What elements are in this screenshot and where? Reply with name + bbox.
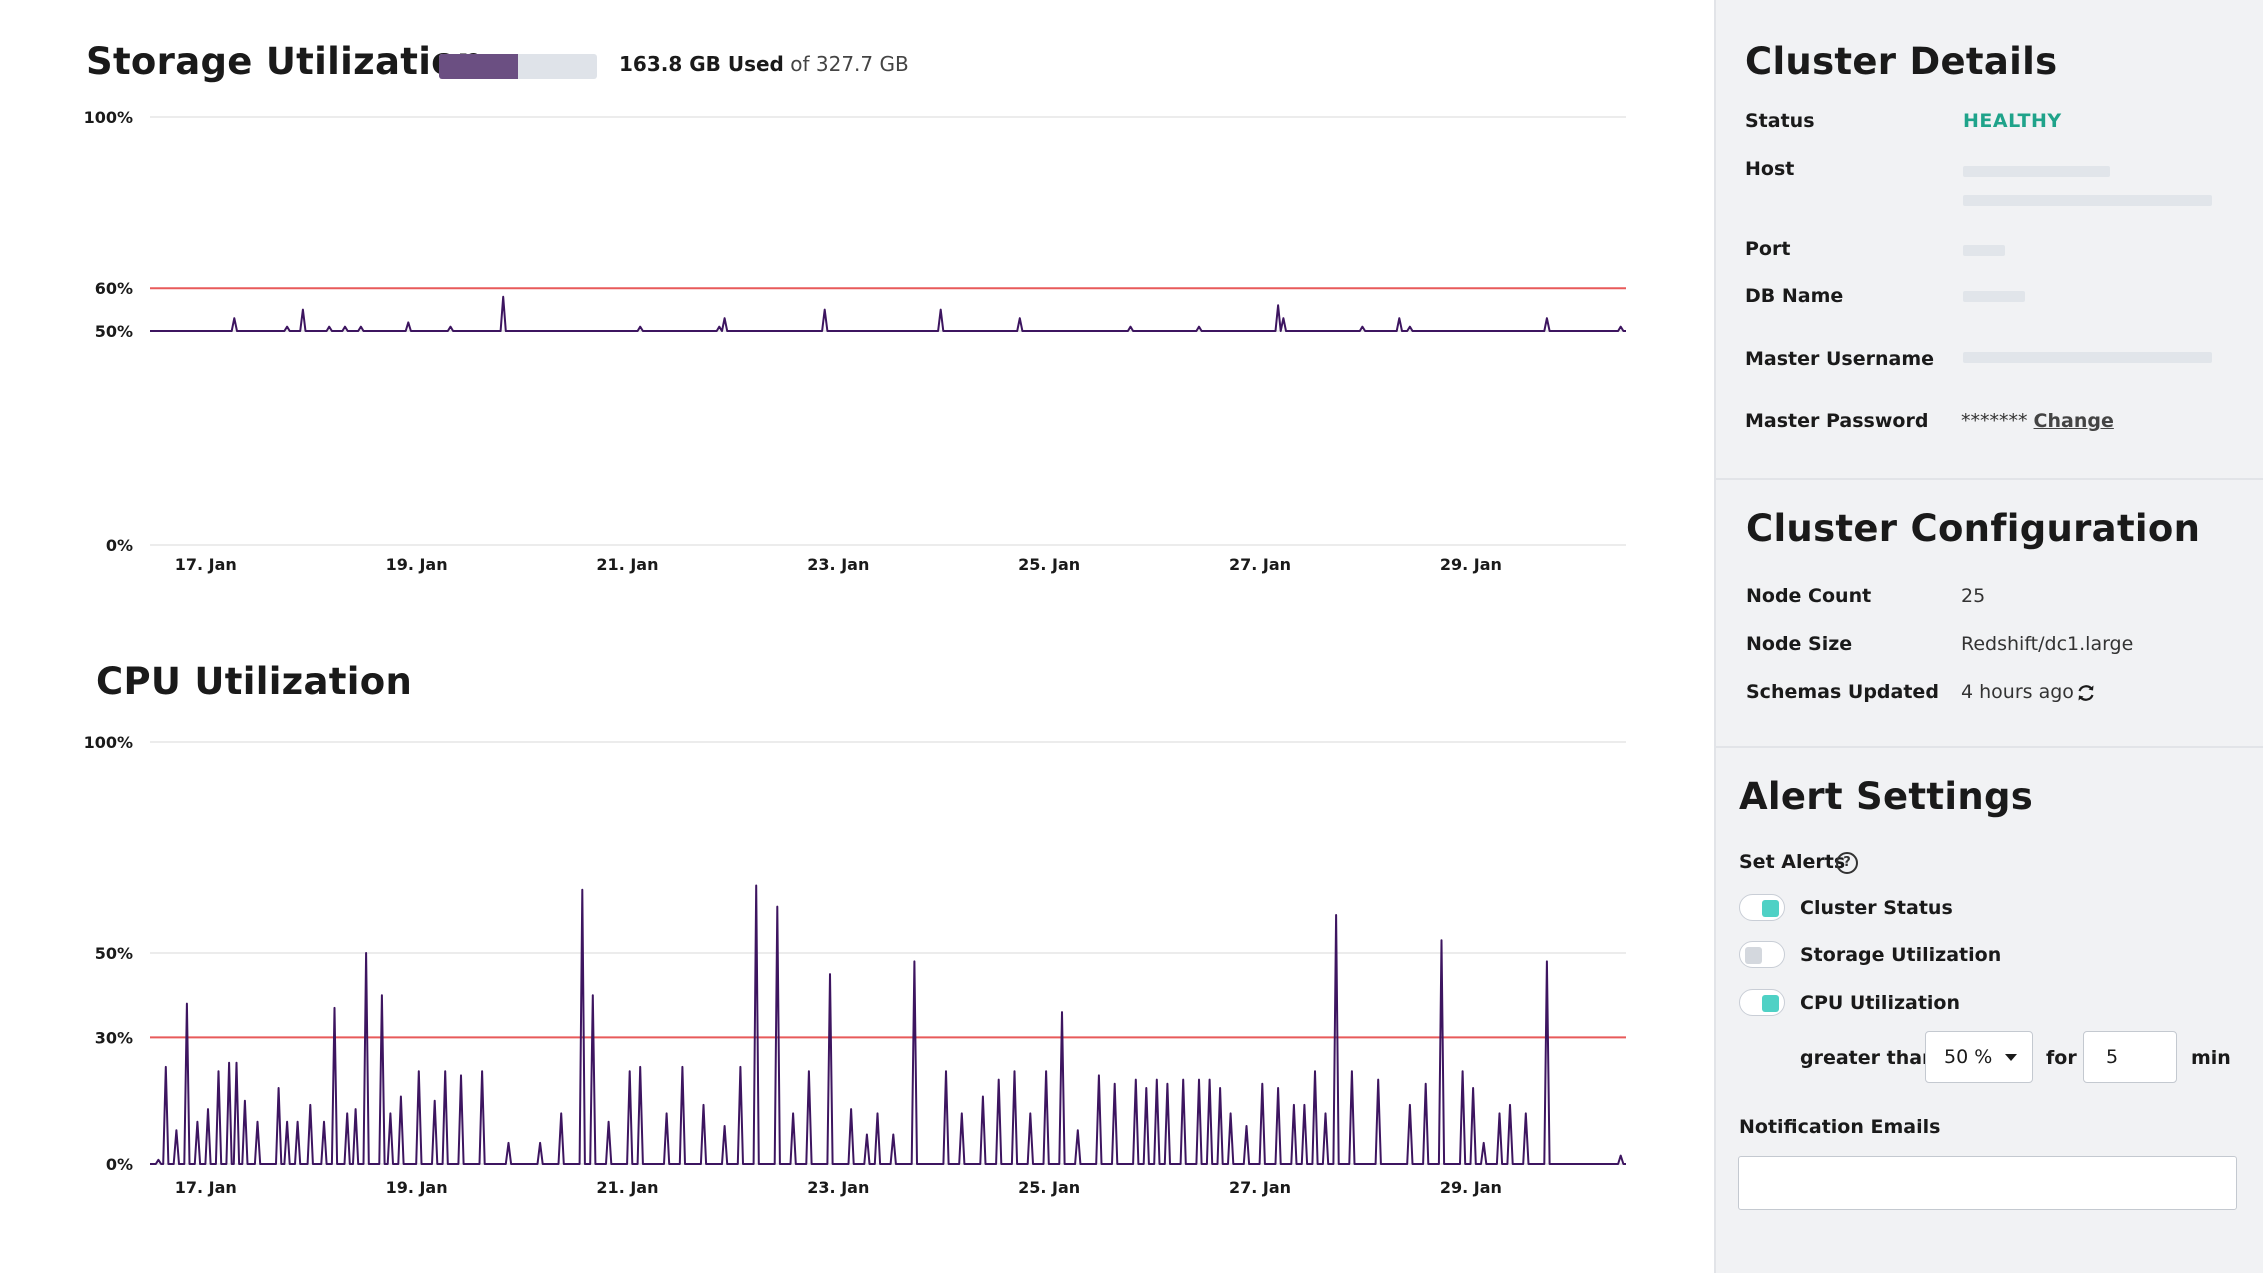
storage-gauge [439, 54, 597, 79]
change-password-link[interactable]: Change [2033, 410, 2114, 432]
x-tick-label: 17. Jan [175, 1178, 237, 1197]
x-tick-label: 25. Jan [1018, 555, 1080, 574]
storage-usage-text: 163.8 GB Used of 327.7 GB [619, 52, 909, 76]
y-tick-label: 30% [95, 1028, 133, 1047]
x-tick-label: 19. Jan [386, 1178, 448, 1197]
toggle-knob [1762, 995, 1779, 1012]
x-tick-label: 29. Jan [1440, 1178, 1502, 1197]
threshold-select[interactable]: 50 % [1925, 1031, 2033, 1083]
password-mask: ******* [1961, 410, 2028, 432]
storage-total: of 327.7 GB [790, 52, 909, 76]
host-value-placeholder [1963, 166, 2110, 177]
cluster-status-label: Cluster Status [1800, 897, 1953, 919]
refresh-icon[interactable] [2075, 682, 2097, 704]
storage-chart: 0% 50% 60% 100% 17. Jan 19. Jan 21. Jan 23. Jan… [84, 108, 1626, 574]
storage-gauge-fill [439, 54, 518, 79]
chevron-down-icon [2005, 1054, 2017, 1061]
cluster-details-title: Cluster Details [1745, 40, 2058, 83]
toggle-knob [1745, 947, 1762, 964]
cluster-config-title: Cluster Configuration [1746, 507, 2201, 550]
y-tick-label: 0% [106, 536, 133, 555]
section-divider [1714, 746, 2263, 748]
x-tick-label: 23. Jan [807, 555, 869, 574]
x-tick-label: 23. Jan [807, 1178, 869, 1197]
x-tick-label: 27. Jan [1229, 555, 1291, 574]
schemas-updated-value: 4 hours ago [1961, 681, 2074, 703]
port-value-placeholder [1963, 245, 2005, 256]
y-tick-label: 100% [84, 733, 133, 752]
y-tick-label: 60% [95, 279, 133, 298]
x-tick-label: 19. Jan [386, 555, 448, 574]
host-label: Host [1745, 158, 1795, 180]
cpu-chart: 0% 30% 50% 100% 17. Jan 19. Jan 21. Jan 23. Jan… [84, 733, 1626, 1197]
node-size-value: Redshift/dc1.large [1961, 633, 2134, 655]
status-label: Status [1745, 110, 1815, 132]
cpu-title: CPU Utilization [96, 660, 413, 703]
min-label: min [2191, 1047, 2231, 1069]
master-password-label: Master Password [1745, 410, 1929, 432]
set-alerts-label: Set Alerts [1739, 851, 1846, 873]
port-label: Port [1745, 238, 1791, 260]
y-tick-label: 50% [95, 944, 133, 963]
storage-utilization-toggle[interactable] [1739, 941, 1785, 968]
y-tick-label: 50% [95, 322, 133, 341]
status-badge: HEALTHY [1963, 110, 2062, 132]
series-line [150, 884, 1626, 1165]
y-tick-label: 100% [84, 108, 133, 127]
cpu-utilization-toggle[interactable] [1739, 989, 1785, 1016]
main-panel: Storage Utilization 163.8 GB Used of 327… [83, 40, 1626, 1197]
storage-utilization-label: Storage Utilization [1800, 944, 2002, 966]
x-tick-label: 25. Jan [1018, 1178, 1080, 1197]
threshold-select-value: 50 % [1944, 1046, 1993, 1068]
schemas-updated-label: Schemas Updated [1746, 681, 1939, 703]
series-line [150, 295, 1626, 332]
cpu-utilization-label: CPU Utilization [1800, 992, 1961, 1014]
master-username-placeholder [1963, 352, 2212, 363]
node-count-value: 25 [1961, 585, 1986, 607]
host-value-placeholder-2 [1963, 195, 2212, 206]
notification-emails-label: Notification Emails [1739, 1116, 1941, 1138]
duration-input[interactable] [2083, 1031, 2177, 1083]
greater-than-label: greater than [1800, 1047, 1936, 1069]
x-tick-label: 27. Jan [1229, 1178, 1291, 1197]
alert-settings-title: Alert Settings [1739, 775, 2034, 818]
x-tick-label: 21. Jan [596, 555, 658, 574]
db-name-value-placeholder [1963, 291, 2025, 302]
cluster-status-toggle[interactable] [1739, 894, 1785, 921]
x-tick-label: 29. Jan [1440, 555, 1502, 574]
node-count-label: Node Count [1746, 585, 1872, 607]
notification-emails-input[interactable] [1738, 1156, 2237, 1210]
help-icon[interactable]: ? [1836, 852, 1858, 874]
master-password-value: ******* Change [1961, 410, 2114, 432]
for-label: for [2046, 1047, 2077, 1069]
db-name-label: DB Name [1745, 285, 1844, 307]
section-divider [1714, 478, 2263, 480]
toggle-knob [1762, 900, 1779, 917]
x-tick-label: 17. Jan [175, 555, 237, 574]
master-username-label: Master Username [1745, 348, 1935, 370]
node-size-label: Node Size [1746, 633, 1853, 655]
x-tick-label: 21. Jan [596, 1178, 658, 1197]
storage-used: 163.8 GB Used [619, 52, 784, 76]
y-tick-label: 0% [106, 1155, 133, 1174]
storage-title: Storage Utilization [86, 40, 484, 83]
